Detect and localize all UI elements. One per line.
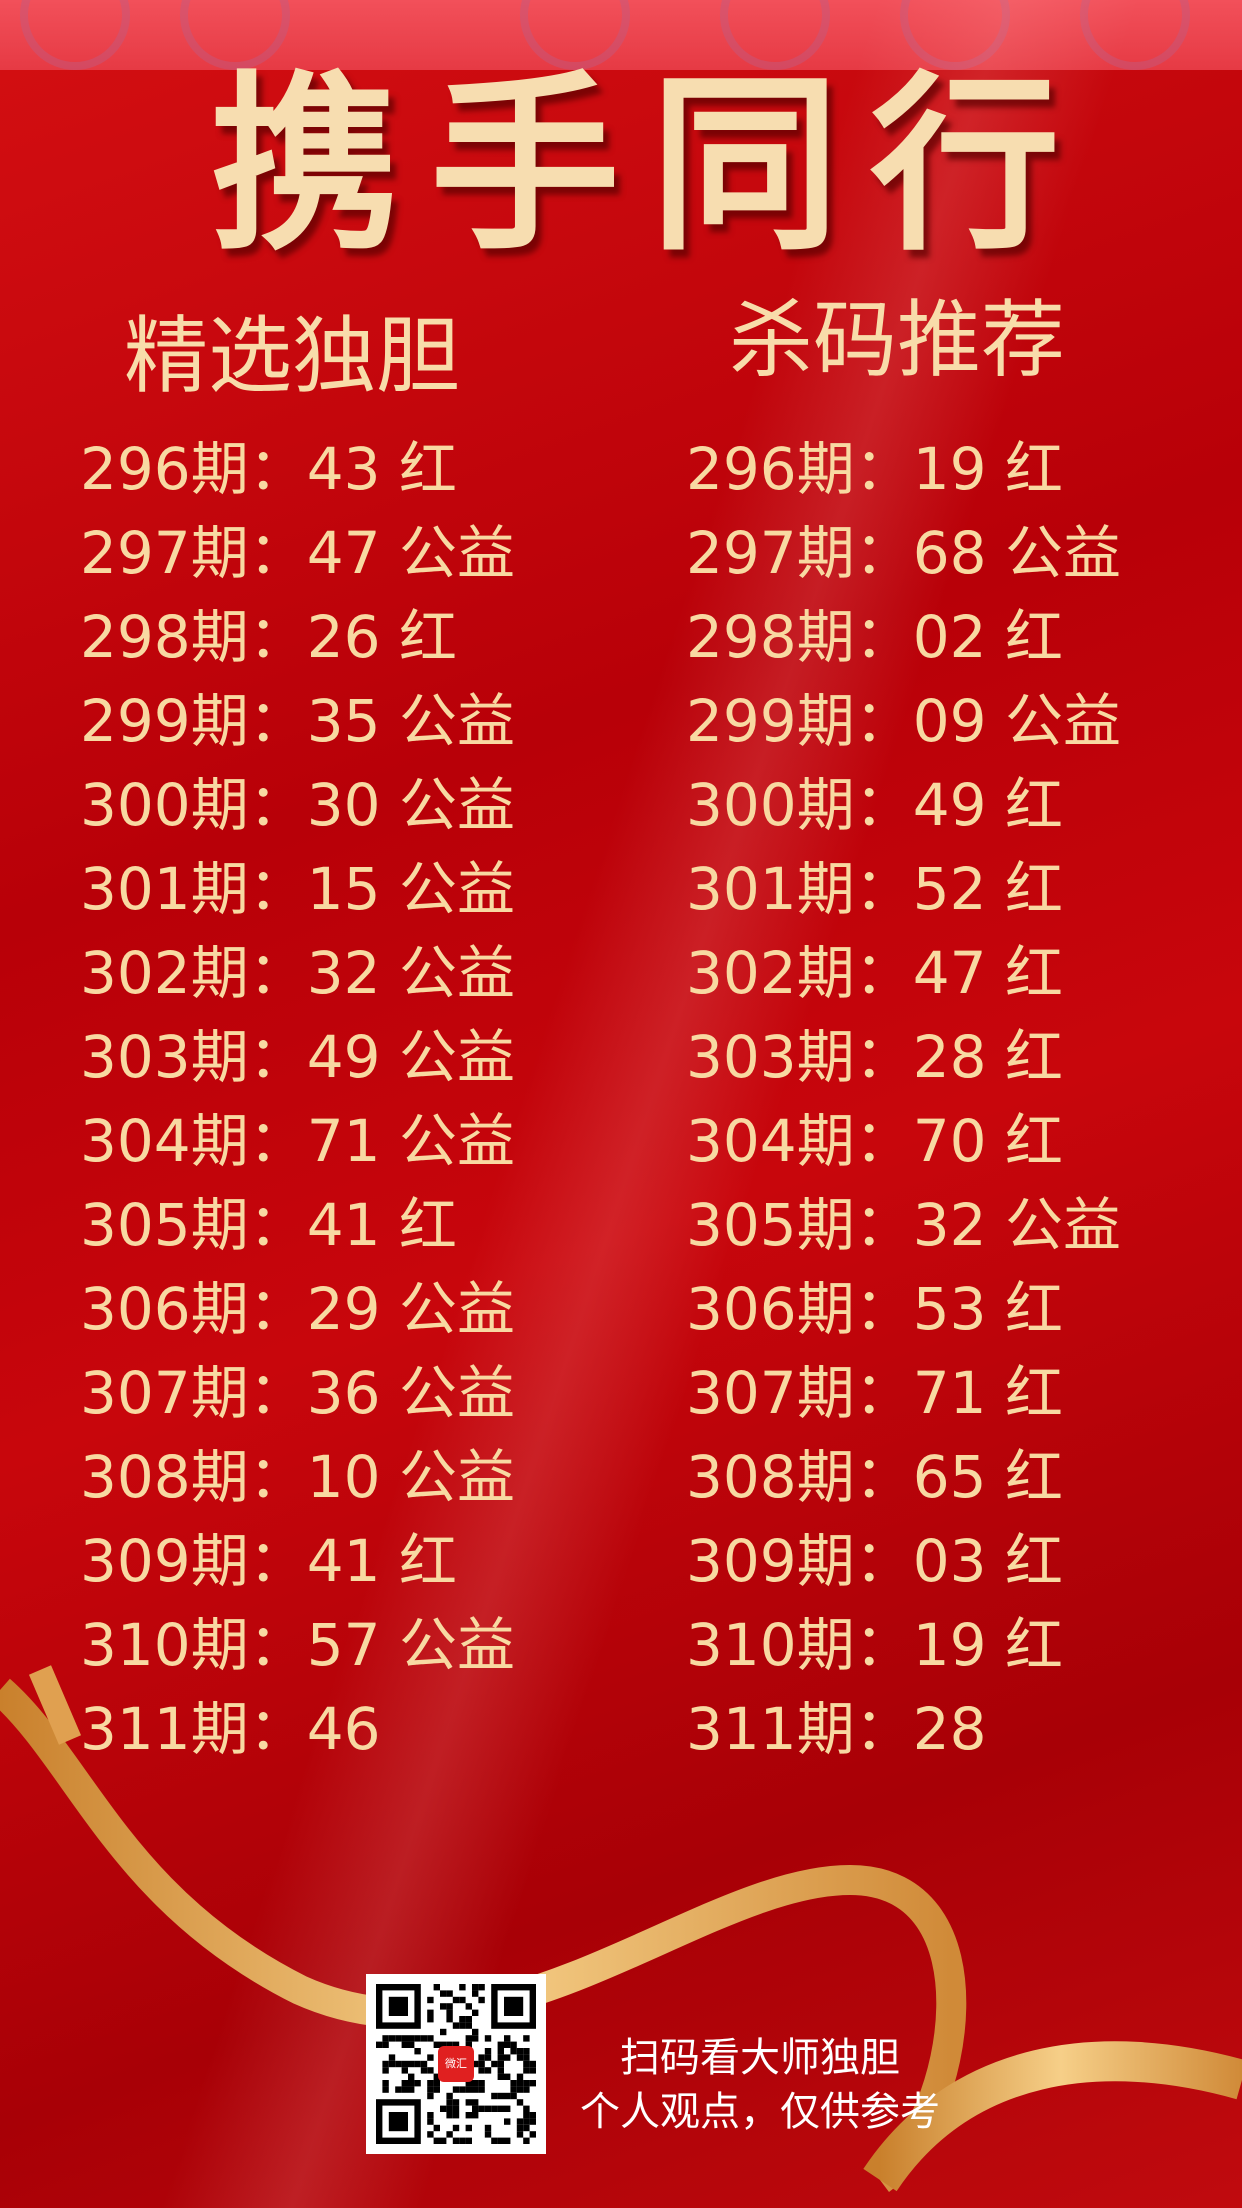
list-item: 311期：46 [80,1695,381,1763]
list-item: 301期：52 红 [686,855,1063,923]
right-column-header: 杀码推荐 [729,291,1066,389]
list-item: 304期：71 公益 [80,1107,515,1175]
list-item: 302期：47 红 [686,939,1063,1007]
list-item: 307期：36 公益 [80,1359,515,1427]
list-item: 310期：19 红 [686,1611,1063,1679]
page-title: 携手同行 [209,53,1090,276]
list-item: 300期：30 公益 [80,771,515,839]
list-item: 309期：03 红 [686,1527,1063,1595]
list-item: 303期：28 红 [686,1023,1063,1091]
footer-line-1: 扫码看大师独胆 [620,2035,900,2081]
list-item: 303期：49 公益 [80,1023,515,1091]
list-item: 310期：57 公益 [80,1611,515,1679]
list-item: 297期：47 公益 [80,519,515,587]
list-item: 299期：35 公益 [80,687,515,755]
footer-line-2: 个人观点，仅供参考 [580,2089,940,2135]
list-item: 307期：71 红 [686,1359,1063,1427]
list-item: 301期：15 公益 [80,855,515,923]
list-item: 311期：28 [686,1695,987,1763]
qr-code[interactable]: 微汇 [366,1974,546,2154]
left-column-header: 精选独胆 [124,307,461,405]
list-item: 308期：10 公益 [80,1443,515,1511]
qr-logo-text: 微汇 [445,2057,467,2070]
list-item: 300期：49 红 [686,771,1063,839]
list-item: 309期：41 红 [80,1527,457,1595]
list-item: 304期：70 红 [686,1107,1063,1175]
top-decor-band [0,0,1242,70]
list-item: 308期：65 红 [686,1443,1063,1511]
list-item: 305期：32 公益 [686,1191,1121,1259]
list-item: 298期：26 红 [80,603,457,671]
list-item: 296期：43 红 [80,435,457,503]
list-item: 305期：41 红 [80,1191,457,1259]
list-item: 306期：53 红 [686,1275,1063,1343]
list-item: 306期：29 公益 [80,1275,515,1343]
list-item: 298期：02 红 [686,603,1063,671]
list-item: 296期：19 红 [686,435,1063,503]
list-item: 299期：09 公益 [686,687,1121,755]
qr-logo: 微汇 [438,2046,474,2082]
list-item: 297期：68 公益 [686,519,1121,587]
list-item: 302期：32 公益 [80,939,515,1007]
